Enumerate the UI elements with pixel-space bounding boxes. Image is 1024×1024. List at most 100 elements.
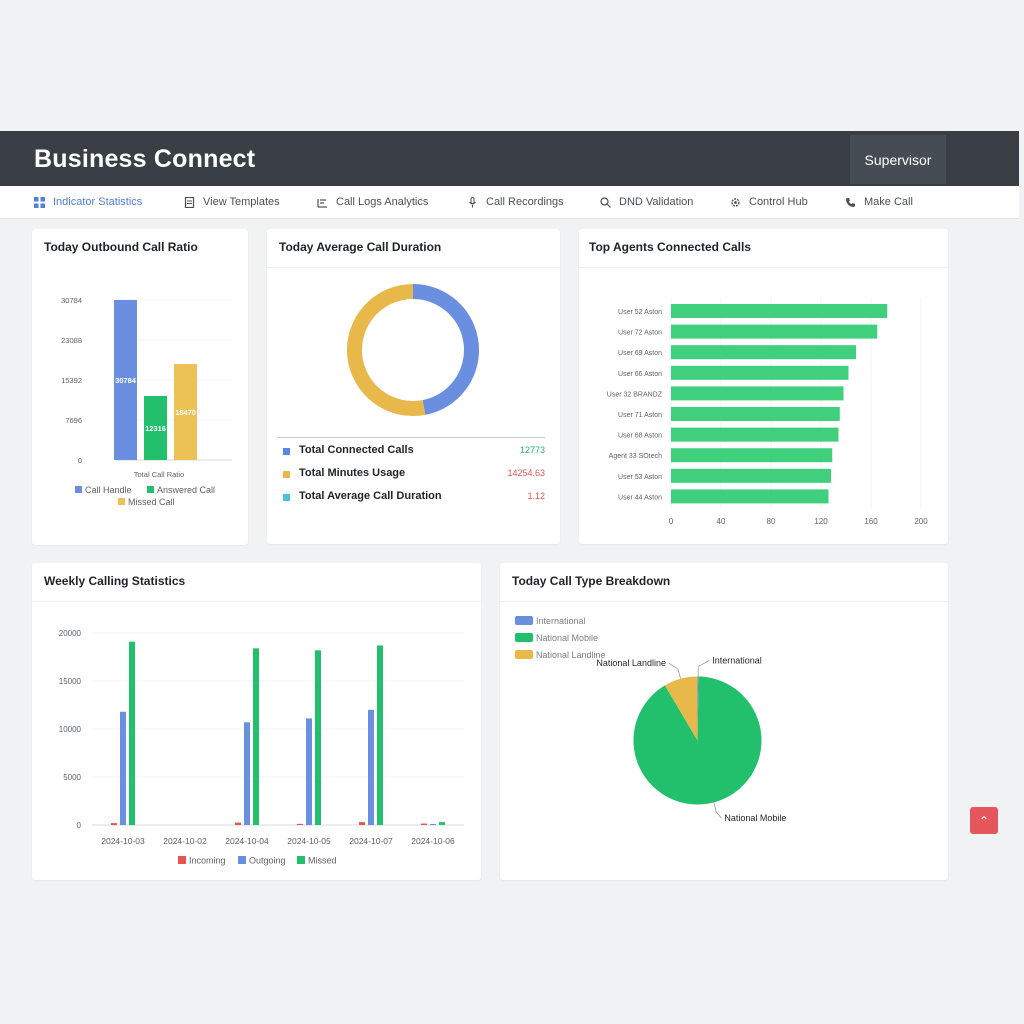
bar: [671, 304, 888, 318]
search-icon: [600, 196, 611, 208]
stat-label: Total Average Call Duration: [299, 490, 442, 502]
nav-label: Call Logs Analytics: [336, 196, 429, 208]
y-tick-label: 30784: [61, 296, 82, 305]
x-tick-label: 2024-10-02: [163, 836, 207, 846]
bar: [671, 386, 844, 401]
list-chart-icon: [317, 198, 327, 208]
bar: [671, 489, 829, 504]
bar: [368, 709, 374, 825]
data-label: 18470: [175, 408, 196, 417]
stat-row: Total Average Call Duration 1.12: [283, 489, 545, 509]
legend-label: Answered Call: [157, 485, 215, 495]
nav-make-call[interactable]: Make Call: [845, 186, 913, 218]
outbound-ratio-chart: 0 7696 15392 23088 30784 30784 12316 18470 Total…: [61, 296, 232, 507]
donut-segment: [347, 284, 426, 416]
y-tick-label: 20000: [59, 629, 82, 638]
chevron-up-icon: ⌃: [978, 813, 990, 828]
weekly-stats-chart: 0 5000 10000 15000 20000 2024-10-03 2024-10-02…: [59, 629, 464, 866]
nav-control-hub[interactable]: Control Hub: [730, 186, 808, 218]
top-agents-chart: 0 40 80 120 160 200 User 52 Aston User 72 Aston…: [607, 297, 928, 526]
pie-slice: [664, 676, 698, 741]
bar: [120, 711, 126, 825]
y-tick-label: 15392: [61, 376, 82, 385]
legend-label: Missed Call: [128, 497, 175, 507]
legend-swatch: [515, 650, 533, 659]
call-type-card: Today Call Type Breakdown International N…: [500, 563, 948, 880]
legend-label: National Mobile: [536, 633, 598, 643]
y-tick-label: 23088: [61, 336, 82, 345]
stats-divider: [277, 437, 545, 438]
callout-line: [697, 660, 710, 677]
bar: [114, 300, 137, 460]
bar: [377, 645, 383, 825]
outbound-ratio-card: Today Outbound Call Ratio 0 7696 15392 2308…: [32, 229, 248, 545]
stat-row: Total Minutes Usage 14254.63: [283, 466, 545, 486]
phone-icon: [846, 197, 855, 207]
nav-label: Control Hub: [749, 196, 808, 208]
legend-swatch: [118, 498, 125, 505]
nav-view-templates[interactable]: View Templates: [184, 186, 280, 218]
nav-label: View Templates: [203, 196, 280, 208]
legend-swatch: [297, 856, 305, 864]
pie-slice: [633, 676, 762, 805]
callout-line: [713, 802, 722, 819]
nav-label: Indicator Statistics: [53, 196, 143, 208]
stat-label: Total Connected Calls: [299, 444, 414, 456]
y-tick-label: User 32 BRANDZ: [607, 391, 663, 398]
call-type-pie-chart: International National Mobile National Lan…: [515, 616, 786, 823]
legend-swatch: [283, 448, 290, 455]
avg-duration-card: Today Average Call Duration Total Connec…: [267, 229, 560, 544]
pie-slice: [697, 676, 699, 741]
y-tick-label: User 52 Aston: [618, 309, 662, 316]
callout-label: National Landline: [596, 658, 666, 668]
card-title: Weekly Calling Statistics: [44, 574, 186, 588]
x-tick-label: 40: [717, 517, 726, 526]
legend-label: International: [536, 616, 586, 626]
x-tick-label: 120: [814, 517, 828, 526]
scroll-top-button[interactable]: ⌃: [970, 807, 998, 834]
bar: [671, 427, 839, 442]
bar: [439, 822, 445, 825]
y-tick-label: 10000: [59, 725, 82, 734]
bar: [671, 468, 831, 483]
legend-swatch: [283, 471, 290, 478]
nav-call-logs-analytics[interactable]: Call Logs Analytics: [317, 186, 428, 218]
x-tick-label: 2024-10-03: [101, 836, 145, 846]
x-tick-label: 160: [864, 517, 878, 526]
y-tick-label: User 71 Aston: [618, 412, 662, 419]
nav-label: Make Call: [864, 196, 913, 208]
stat-label: Total Minutes Usage: [299, 467, 406, 479]
callout-line: [668, 662, 681, 679]
top-agents-card: Top Agents Connected Calls 0 40 80 120 160 20…: [579, 229, 948, 544]
y-tick-label: User 66 Aston: [618, 371, 662, 378]
gear-icon: [731, 197, 740, 207]
card-divider: [267, 267, 560, 268]
bar: [421, 823, 427, 825]
x-tick-label: 2024-10-07: [349, 836, 393, 846]
stat-row: Total Connected Calls 12773: [283, 443, 545, 463]
supervisor-button[interactable]: Supervisor: [850, 135, 946, 184]
callout-label: International: [712, 656, 762, 666]
stat-value: 1.12: [527, 491, 545, 501]
donut-segment: [412, 284, 479, 415]
data-label: 12316: [145, 424, 166, 433]
y-tick-label: 15000: [59, 677, 82, 686]
y-tick-label: User 69 Aston: [618, 350, 662, 357]
y-tick-label: 0: [77, 821, 82, 830]
x-tick-label: 2024-10-04: [225, 836, 269, 846]
y-tick-label: User 68 Aston: [618, 433, 662, 440]
legend-label: Missed: [308, 856, 337, 866]
y-tick-label: User 44 Aston: [618, 494, 662, 501]
legend-swatch: [515, 616, 533, 625]
x-tick-label: 2024-10-06: [411, 836, 455, 846]
nav-dnd-validation[interactable]: DND Validation: [600, 186, 693, 218]
bar: [297, 823, 303, 825]
legend-swatch: [515, 633, 533, 642]
bar: [144, 395, 167, 460]
y-tick-label: Agent 33 SOtech: [609, 453, 662, 460]
nav-indicator-statistics[interactable]: Indicator Statistics: [34, 186, 142, 218]
bar: [430, 824, 436, 826]
nav-call-recordings[interactable]: Call Recordings: [467, 186, 564, 218]
app-header: Business Connect Supervisor: [0, 131, 1019, 186]
weekly-stats-card: Weekly Calling Statistics 0 5000 10000 1500…: [32, 563, 481, 880]
